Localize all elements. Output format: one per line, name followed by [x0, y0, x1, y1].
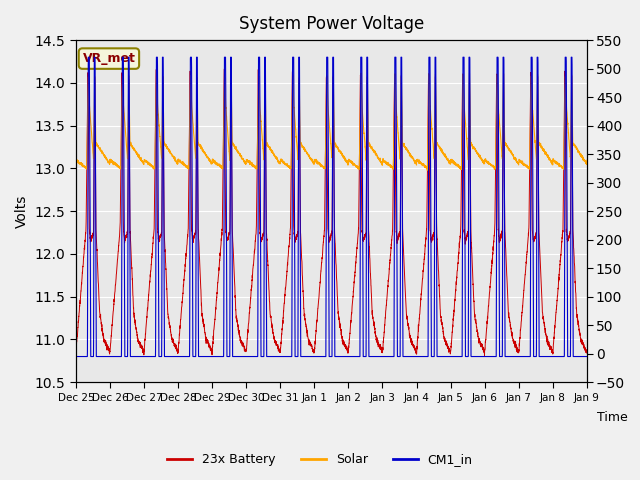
Text: VR_met: VR_met: [83, 52, 136, 65]
Title: System Power Voltage: System Power Voltage: [239, 15, 424, 33]
Legend: 23x Battery, Solar, CM1_in: 23x Battery, Solar, CM1_in: [163, 448, 477, 471]
X-axis label: Time: Time: [597, 411, 628, 424]
Y-axis label: Volts: Volts: [15, 194, 29, 228]
